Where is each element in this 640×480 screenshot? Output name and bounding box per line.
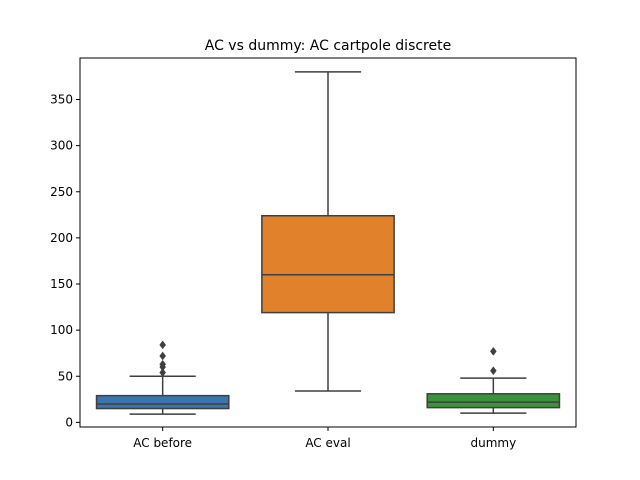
plot-area bbox=[95, 71, 561, 415]
box-iqr bbox=[95, 394, 230, 410]
y-tick-label: 350 bbox=[50, 93, 73, 107]
x-tick-label: AC eval bbox=[305, 436, 350, 450]
y-tick-label: 200 bbox=[50, 231, 73, 245]
chart-title: AC vs dummy: AC cartpole discrete bbox=[205, 38, 451, 54]
x-tick-label: dummy bbox=[470, 436, 516, 450]
y-tick-label: 50 bbox=[58, 369, 73, 383]
y-tick-label: 150 bbox=[50, 277, 73, 291]
x-tick-label: AC before bbox=[133, 436, 192, 450]
box-iqr bbox=[426, 393, 561, 409]
outlier-point bbox=[159, 351, 166, 361]
outlier-point bbox=[159, 359, 166, 369]
outlier-point bbox=[490, 346, 497, 356]
box-iqr bbox=[261, 214, 395, 314]
outlier-point bbox=[159, 368, 166, 377]
outlier-point bbox=[159, 340, 166, 350]
box-group-dummy bbox=[426, 346, 561, 414]
y-tick-label: 0 bbox=[65, 415, 73, 429]
outlier-point bbox=[490, 366, 497, 376]
box-group-ac-eval bbox=[261, 71, 395, 392]
y-tick-label: 300 bbox=[50, 139, 73, 153]
axes: 0 50 100 150 200 250 300 350 AC before AC eval dum… bbox=[50, 93, 516, 450]
y-tick-label: 250 bbox=[50, 185, 73, 199]
box-group-ac-before bbox=[95, 340, 230, 415]
y-tick-label: 100 bbox=[50, 323, 73, 337]
